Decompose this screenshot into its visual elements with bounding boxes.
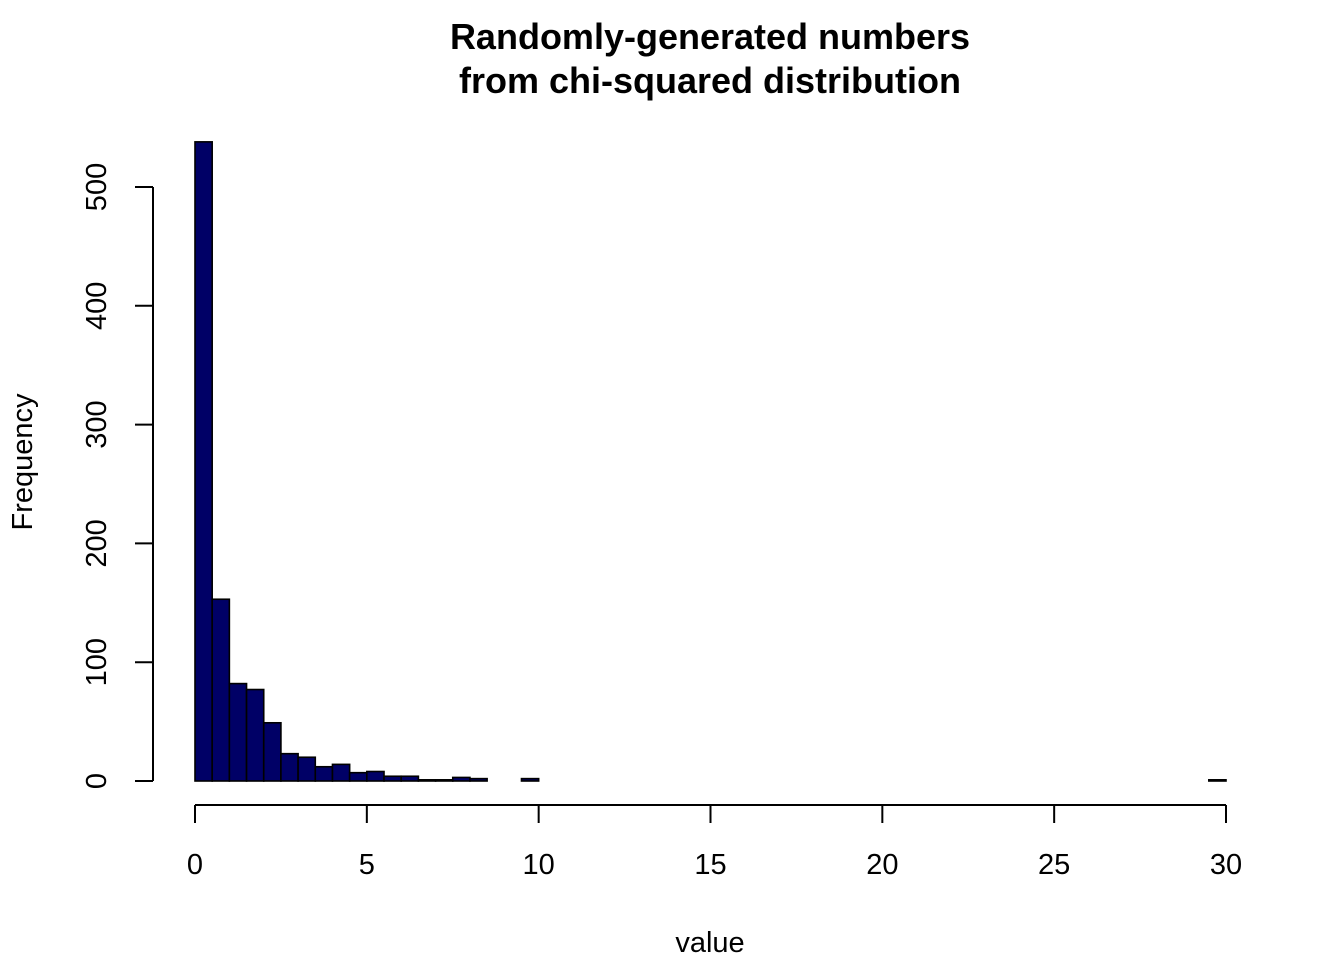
- x-tick-label: 30: [1210, 849, 1242, 881]
- histogram-bar: [245, 688, 265, 782]
- x-tick-label: 25: [1038, 849, 1070, 881]
- histogram-bars: [194, 141, 1227, 782]
- histogram-bar: [520, 777, 540, 782]
- histogram-bar: [434, 779, 454, 782]
- x-tick-label: 5: [359, 849, 375, 881]
- y-tick-label: 500: [81, 163, 113, 211]
- histogram-bar: [280, 752, 299, 782]
- x-tick-label: 10: [523, 849, 555, 881]
- histogram-bar: [400, 775, 420, 782]
- x-tick-label: 15: [694, 849, 726, 881]
- histogram-bar: [262, 721, 282, 782]
- histogram-bar: [331, 763, 351, 782]
- histogram-bar: [417, 779, 437, 782]
- chart-title-line-1: Randomly-generated numbers: [450, 16, 970, 57]
- chart-title-line-2: from chi-squared distribution: [459, 60, 961, 101]
- histogram-bar: [228, 682, 248, 782]
- histogram-bar: [348, 771, 368, 782]
- histogram-bar: [469, 777, 488, 782]
- histogram-bar: [297, 756, 317, 782]
- y-tick-label: 400: [81, 282, 113, 330]
- histogram-bar: [211, 598, 231, 782]
- histogram-bar: [314, 765, 334, 782]
- y-tick-label: 0: [81, 773, 113, 789]
- histogram-bar: [451, 776, 471, 782]
- x-axis-label: value: [675, 927, 744, 959]
- histogram-bar: [366, 770, 385, 782]
- x-axis: 0 5 10 15 20 25 30: [187, 804, 1242, 881]
- histogram-bar: [194, 141, 213, 782]
- x-tick-label: 0: [187, 849, 203, 881]
- histogram-bar: [1208, 779, 1227, 782]
- y-tick-label: 200: [81, 519, 113, 567]
- y-tick-label: 300: [81, 400, 113, 448]
- y-tick-label: 100: [81, 638, 113, 686]
- histogram-bar: [383, 775, 402, 782]
- y-axis-label: Frequency: [7, 393, 39, 531]
- y-axis: 0 100 200 300 400 500: [81, 163, 154, 789]
- x-tick-label: 20: [866, 849, 898, 881]
